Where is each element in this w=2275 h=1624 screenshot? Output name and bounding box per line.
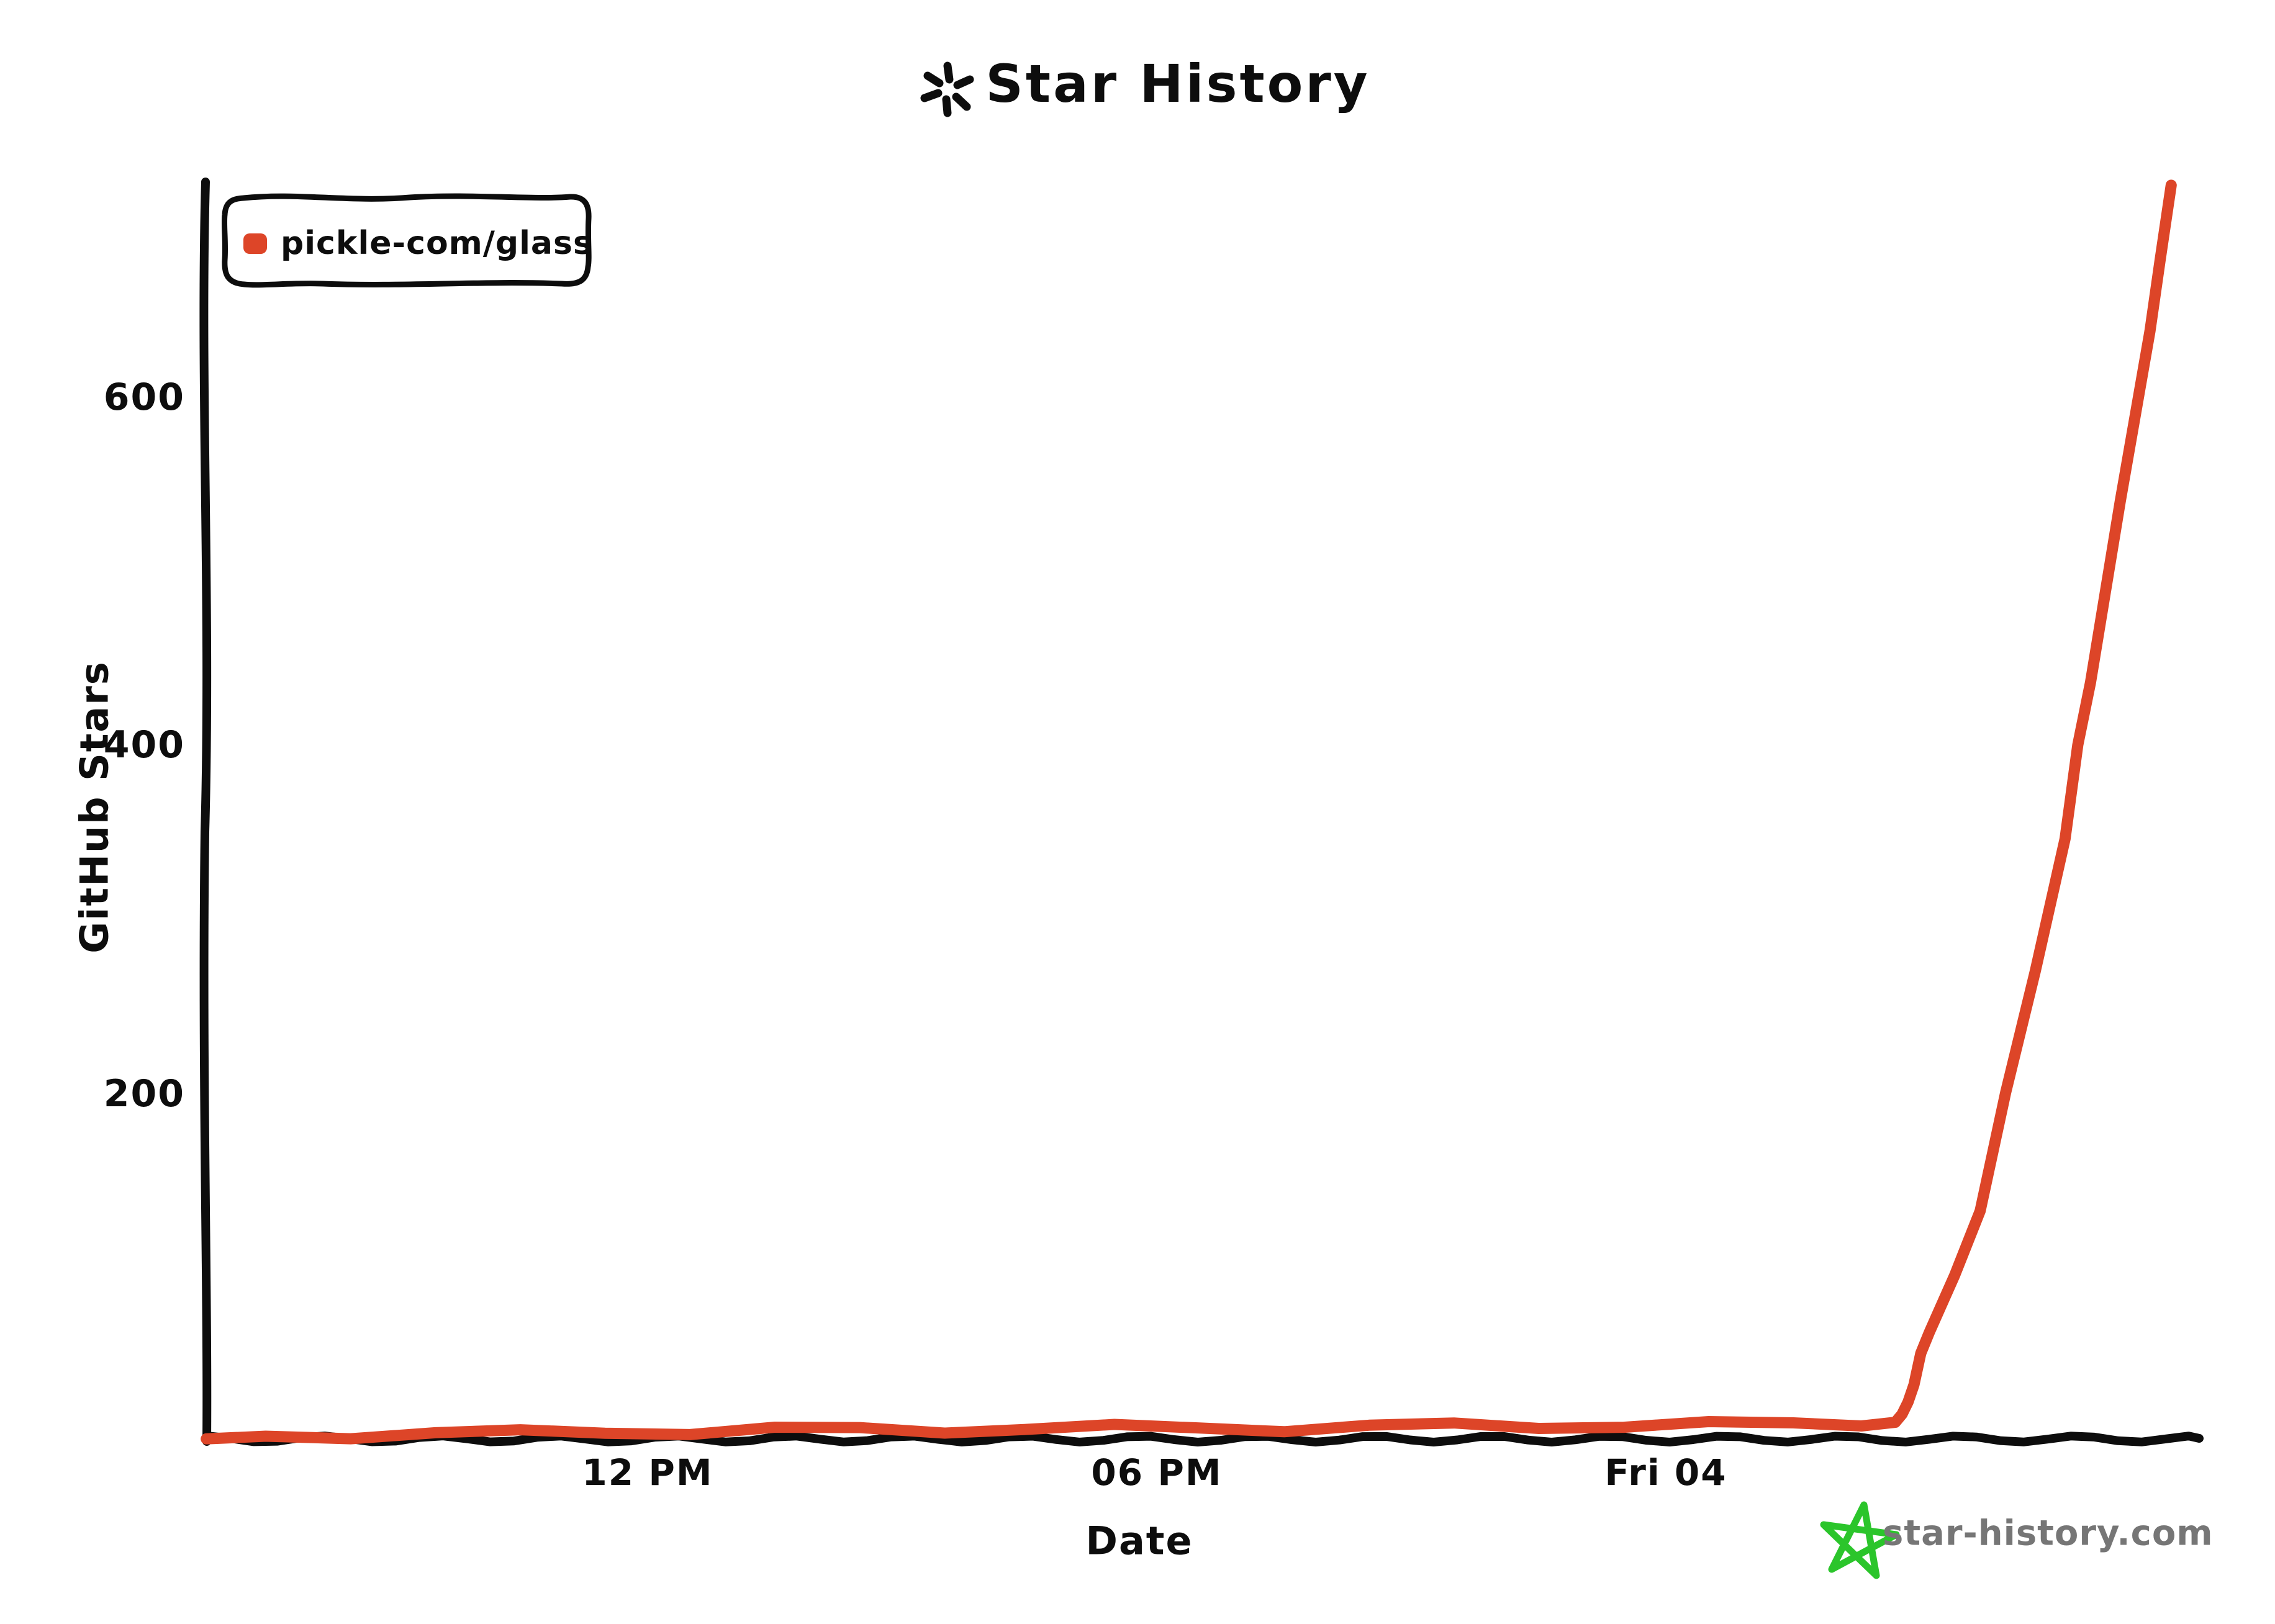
sparkle-asterisk-icon bbox=[920, 61, 974, 117]
series-line bbox=[201, 179, 2177, 1445]
watermark-text: star-history.com bbox=[1883, 1513, 2214, 1554]
x-axis-line bbox=[202, 1432, 2204, 1446]
legend-box bbox=[221, 193, 592, 288]
y-tick-200: 200 bbox=[103, 1072, 185, 1116]
x-tick-12pm: 12 PM bbox=[582, 1451, 713, 1494]
y-axis-line bbox=[199, 178, 212, 1446]
legend-marker bbox=[243, 233, 267, 254]
y-tick-600: 600 bbox=[103, 376, 185, 419]
x-axis-title: Date bbox=[1085, 1518, 1193, 1564]
y-tick-400: 400 bbox=[103, 723, 185, 767]
chart-title-text: Star History bbox=[985, 53, 1370, 114]
chart-title: Star History bbox=[905, 53, 1370, 114]
x-tick-fri04: Fri 04 bbox=[1604, 1451, 1727, 1494]
legend-label: pickle-com/glass bbox=[281, 225, 593, 262]
y-axis-title: GitHub Stars bbox=[71, 661, 117, 954]
watermark-star-icon bbox=[1820, 1501, 1900, 1579]
x-tick-06pm: 06 PM bbox=[1091, 1451, 1223, 1494]
